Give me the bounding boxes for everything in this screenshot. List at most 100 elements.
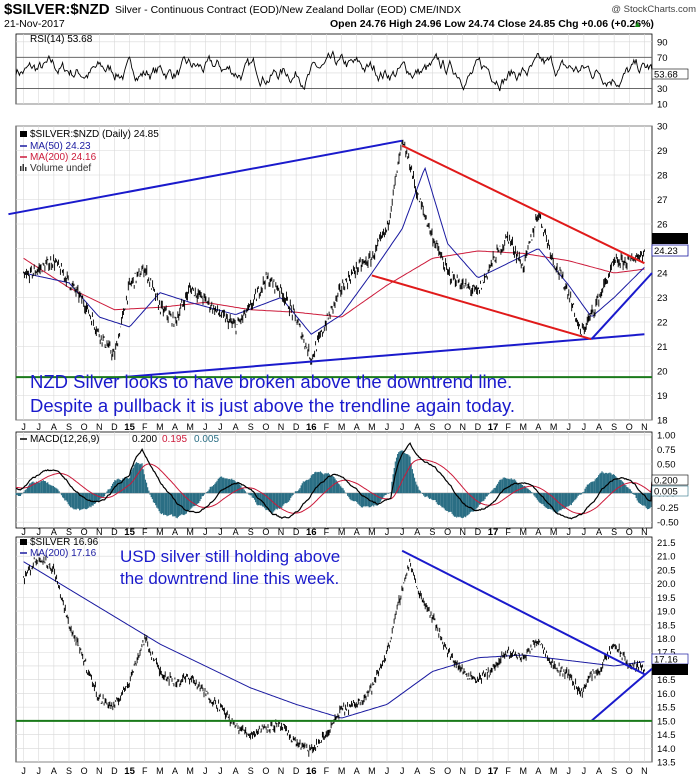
x-tick-label: F: [505, 527, 511, 537]
x-tick-label: J: [385, 766, 390, 776]
x-tick-label: O: [444, 766, 451, 776]
usd-trendline-1: [590, 667, 653, 722]
x-tick-label: N: [96, 527, 103, 537]
y-tick-label: 23: [657, 293, 668, 304]
nzd-last-price: 24.85: [654, 234, 678, 245]
x-tick-label: J: [203, 422, 208, 432]
x-tick-label: A: [596, 422, 602, 432]
nzd-price-bars-path: [23, 139, 645, 365]
x-tick-label: D: [111, 422, 118, 432]
x-tick-label: N: [459, 527, 466, 537]
y-tick-label: 19.0: [657, 607, 676, 618]
x-tick-label: A: [233, 527, 239, 537]
y-tick-label: 24: [657, 269, 668, 280]
usd-trendlines: [401, 549, 653, 722]
nzd-last-ma50: 24.23: [654, 246, 678, 257]
nzd-legend-volume: Volume undef: [30, 163, 91, 174]
x-tick-label: A: [172, 422, 178, 432]
x-tick-label: M: [156, 422, 164, 432]
x-tick-label: 16: [306, 766, 317, 777]
x-tick-label: O: [444, 422, 451, 432]
x-tick-label: F: [142, 527, 148, 537]
x-tick-label: J: [400, 422, 405, 432]
y-tick-label: 16.0: [657, 689, 676, 700]
x-tick-label: N: [641, 527, 648, 537]
x-tick-label: 15: [124, 766, 135, 777]
x-tick-label: M: [550, 766, 558, 776]
x-tick-label: D: [293, 422, 300, 432]
x-tick-label: F: [505, 766, 511, 776]
x-tick-label: O: [262, 766, 269, 776]
rsi-last-value: 53.68: [654, 70, 678, 81]
usd-trendline-0: [401, 549, 645, 676]
y-tick-label: 20.5: [657, 565, 676, 576]
y-tick-label: 18: [657, 416, 668, 427]
y-tick-label: 10: [657, 100, 668, 111]
x-tick-label: 16: [306, 527, 317, 538]
x-tick-label: J: [582, 527, 587, 537]
x-tick-label: 17: [488, 527, 499, 538]
nzd-last-value-boxes: 24.85 24.23: [651, 233, 689, 257]
x-tick-label: J: [218, 766, 223, 776]
y-tick-label: 21.5: [657, 538, 676, 549]
y-tick-label: 15.0: [657, 716, 676, 727]
x-tick-label: M: [338, 766, 346, 776]
x-axis-middle: J J A S O N D 15 F M A M J J A S O N D 16 F M A M J J A S O N D 17 F M A M J…: [21, 527, 647, 538]
x-tick-label: M: [520, 766, 528, 776]
macd-legend: MACD(12,26,9) 0.200 0.195 0.005: [20, 434, 219, 445]
x-tick-label: J: [400, 766, 405, 776]
y-tick-label: 21: [657, 342, 668, 353]
nzd-annotation-line-2: Despite a pullback it is just above the …: [30, 395, 515, 416]
x-tick-label: J: [385, 527, 390, 537]
y-tick-label: -0.50: [657, 518, 679, 529]
nzd-trendline-4: [590, 272, 653, 340]
y-tick-label: 18.5: [657, 620, 676, 631]
x-tick-label: N: [96, 422, 103, 432]
x-tick-label: J: [566, 766, 571, 776]
x-tick-label: M: [368, 527, 376, 537]
y-tick-label: 15.5: [657, 703, 676, 714]
x-tick-label: M: [520, 527, 528, 537]
y-tick-label: 22: [657, 318, 668, 329]
macd-line: [15, 442, 653, 520]
x-tick-label: D: [293, 527, 300, 537]
usd-legend-price: $SILVER 16.96: [30, 537, 99, 548]
x-tick-label: O: [626, 766, 633, 776]
y-tick-label: 20: [657, 367, 668, 378]
x-tick-label: M: [338, 527, 346, 537]
x-tick-label: J: [400, 527, 405, 537]
chart-date: 21-Nov-2017: [4, 18, 65, 30]
usd-price-bars: [23, 553, 645, 757]
x-tick-label: A: [354, 766, 360, 776]
x-tick-label: O: [626, 422, 633, 432]
x-tick-label: A: [535, 527, 541, 537]
x-tick-label: M: [338, 422, 346, 432]
x-tick-label: S: [429, 527, 435, 537]
usd-last-value-boxes: 17.16 16.96: [651, 653, 689, 676]
macd-last-value: 0.200: [654, 476, 678, 487]
x-tick-label: N: [641, 766, 648, 776]
usd-annotation-line-1: USD silver still holding above: [120, 547, 340, 566]
x-tick-label: M: [156, 766, 164, 776]
x-tick-label: M: [186, 527, 194, 537]
y-tick-label: 28: [657, 171, 668, 182]
quote-line: Open 24.76 High 24.96 Low 24.74 Close 24…: [330, 18, 654, 30]
x-tick-label: A: [354, 422, 360, 432]
x-tick-label: M: [156, 527, 164, 537]
y-tick-label: 13.5: [657, 758, 676, 769]
x-tick-label: 17: [488, 422, 499, 433]
x-tick-label: N: [459, 422, 466, 432]
y-tick-label: 29: [657, 146, 668, 157]
usd-price-panel: 21.521.020.520.019.519.018.518.017.517.0…: [16, 537, 689, 769]
x-tick-label: J: [36, 422, 41, 432]
y-tick-label: -0.25: [657, 503, 679, 514]
x-tick-label: J: [21, 422, 26, 432]
nzd-trendline-0: [8, 139, 403, 216]
usd-legend-ma200: MA(200) 17.16: [30, 548, 97, 559]
usd-last-price: 16.96: [654, 665, 678, 676]
x-tick-label: N: [459, 766, 466, 776]
x-tick-label: A: [233, 766, 239, 776]
x-tick-label: F: [324, 766, 330, 776]
y-tick-label: 27: [657, 195, 668, 206]
usd-ma200-line: [23, 561, 645, 719]
